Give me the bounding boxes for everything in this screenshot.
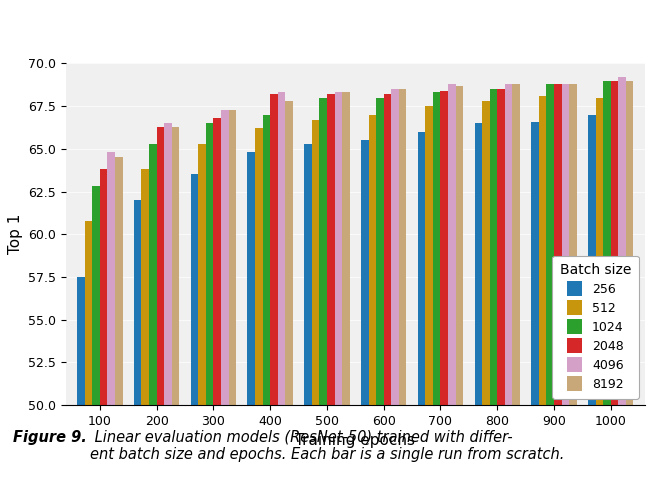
Bar <box>384 94 392 405</box>
Bar <box>440 91 448 405</box>
Bar <box>221 109 228 405</box>
Bar <box>149 143 157 405</box>
Bar <box>319 98 327 405</box>
Bar <box>490 89 497 405</box>
Bar <box>115 157 122 405</box>
Bar <box>433 92 440 405</box>
Bar <box>561 84 569 405</box>
Bar <box>141 169 149 405</box>
Bar <box>368 115 376 405</box>
Bar <box>107 152 115 405</box>
Bar <box>85 221 92 405</box>
Bar <box>569 84 576 405</box>
Bar <box>270 94 278 405</box>
Bar <box>626 81 634 405</box>
Bar <box>595 98 603 405</box>
Bar <box>482 101 490 405</box>
Text: Linear evaluation models (ResNet-50) trained with differ-
ent batch size and epo: Linear evaluation models (ResNet-50) tra… <box>90 430 565 462</box>
Bar <box>213 118 221 405</box>
Bar <box>255 128 263 405</box>
Y-axis label: Top 1: Top 1 <box>7 214 22 254</box>
Bar <box>172 126 180 405</box>
Bar <box>263 115 270 405</box>
Bar <box>361 140 368 405</box>
Bar <box>278 92 286 405</box>
Bar <box>228 109 236 405</box>
Bar <box>554 84 561 405</box>
Bar <box>164 123 172 405</box>
Bar <box>619 77 626 405</box>
Bar <box>247 152 255 405</box>
Bar <box>312 120 319 405</box>
Bar <box>92 186 100 405</box>
Bar <box>327 94 334 405</box>
Bar <box>425 106 433 405</box>
Text: Figure 9.: Figure 9. <box>13 430 87 445</box>
Legend: 256, 512, 1024, 2048, 4096, 8192: 256, 512, 1024, 2048, 4096, 8192 <box>552 256 639 399</box>
Bar <box>157 126 164 405</box>
Bar <box>342 92 349 405</box>
Bar <box>539 96 546 405</box>
Bar <box>588 115 595 405</box>
Bar <box>304 143 312 405</box>
Bar <box>206 123 213 405</box>
Bar <box>505 84 513 405</box>
Bar <box>418 132 425 405</box>
Bar <box>399 89 407 405</box>
Bar <box>392 89 399 405</box>
Bar <box>191 174 198 405</box>
Bar <box>513 84 520 405</box>
Bar <box>286 101 293 405</box>
Bar <box>474 123 482 405</box>
Bar <box>134 200 141 405</box>
Bar <box>611 81 619 405</box>
Bar <box>546 84 554 405</box>
Bar <box>198 143 206 405</box>
Bar <box>100 169 107 405</box>
Bar <box>376 98 384 405</box>
Bar <box>77 277 85 405</box>
Bar <box>603 81 611 405</box>
Bar <box>455 85 463 405</box>
X-axis label: Training epochs: Training epochs <box>295 433 415 448</box>
Bar <box>497 89 505 405</box>
Bar <box>334 92 342 405</box>
Bar <box>531 122 539 405</box>
Bar <box>448 84 455 405</box>
